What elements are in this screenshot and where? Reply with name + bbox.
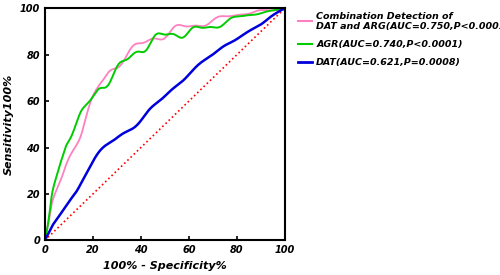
X-axis label: 100% - Specificity%: 100% - Specificity% — [103, 261, 227, 271]
Y-axis label: Sensitivity100%: Sensitivity100% — [4, 74, 14, 175]
Legend: Combination Detection of
DAT and ARG(AUC=0.750,P<0.0001), AGR(AUC=0.740,P<0.0001: Combination Detection of DAT and ARG(AUC… — [294, 8, 500, 71]
